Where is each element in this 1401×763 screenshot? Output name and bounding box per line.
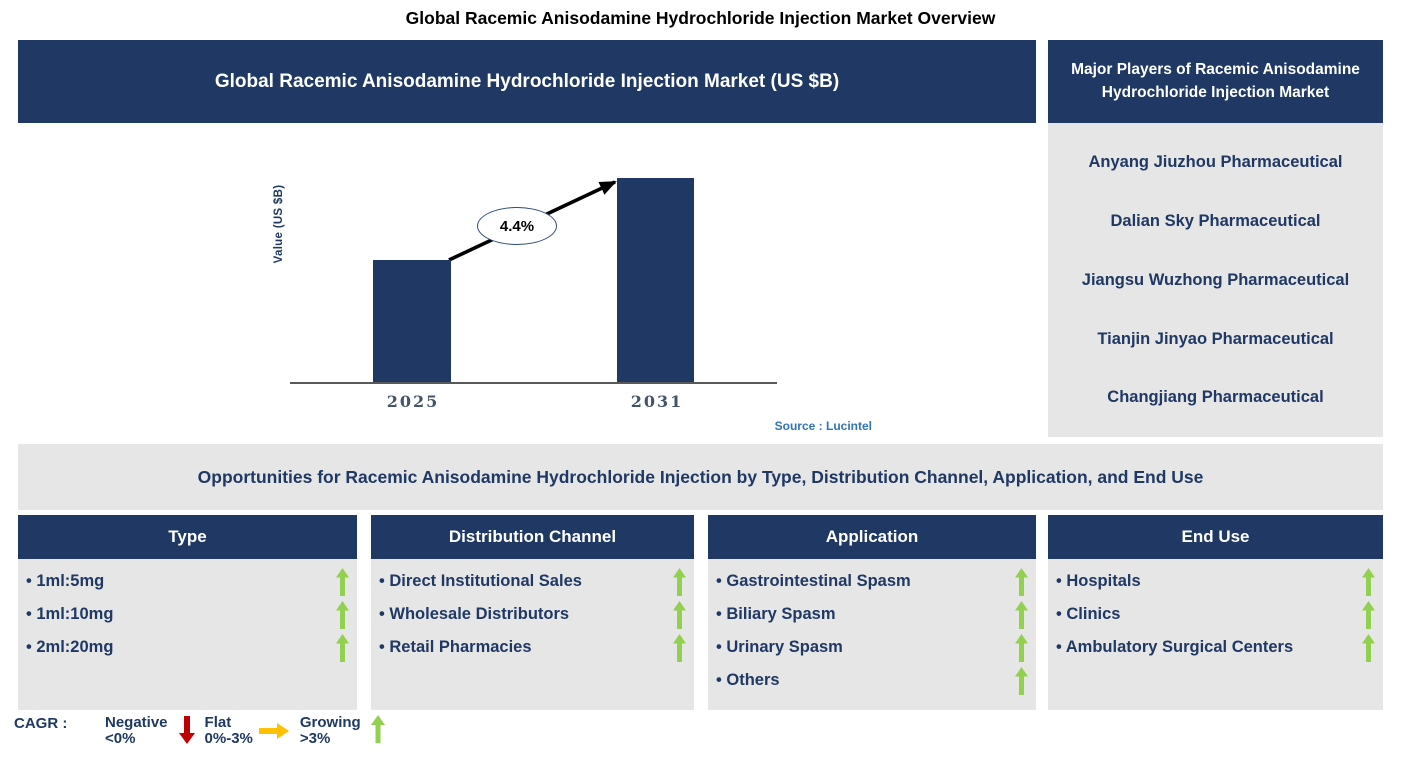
segment-column-application: Application Gastrointestinal Spasm Bilia… bbox=[708, 515, 1036, 710]
up-arrow-icon bbox=[1361, 633, 1375, 662]
legend-item-name: Negative bbox=[105, 714, 168, 731]
segment-column-distribution-channel: Distribution Channel Direct Institutiona… bbox=[371, 515, 694, 710]
list-item: Gastrointestinal Spasm bbox=[716, 565, 1028, 598]
chart-panel-header: Global Racemic Anisodamine Hydrochloride… bbox=[18, 40, 1036, 123]
major-players-title: Major Players of Racemic Anisodamine Hyd… bbox=[1071, 61, 1360, 101]
list-item: Direct Institutional Sales bbox=[379, 565, 686, 598]
segment-header: Distribution Channel bbox=[371, 515, 694, 559]
up-arrow-icon bbox=[1014, 600, 1028, 629]
up-arrow-icon bbox=[1014, 633, 1028, 662]
legend-item-negative: Negative <0% bbox=[105, 713, 195, 749]
list-item: Jiangsu Wuzhong Pharmaceutical bbox=[1081, 270, 1350, 289]
segment-column-end-use: End Use Hospitals Clinics Ambulatory Sur… bbox=[1048, 515, 1383, 710]
list-item: Dalian Sky Pharmaceutical bbox=[1110, 212, 1321, 231]
segment-item-label: Ambulatory Surgical Centers bbox=[1056, 638, 1361, 657]
major-players-list: Anyang Jiuzhou Pharmaceutical Dalian Sky… bbox=[1048, 123, 1383, 437]
segment-item-label: 1ml:5mg bbox=[26, 572, 335, 591]
cagr-value: 4.4% bbox=[499, 217, 535, 235]
up-arrow-icon bbox=[1361, 567, 1375, 596]
list-item: Changjiang Pharmaceutical bbox=[1107, 388, 1324, 407]
chart-panel-title: Global Racemic Anisodamine Hydrochloride… bbox=[214, 70, 840, 92]
segment-body: 1ml:5mg 1ml:10mg 2ml:20mg bbox=[18, 559, 357, 710]
segment-item-label: Retail Pharmacies bbox=[379, 638, 672, 657]
legend-item-growing: Growing >3% bbox=[300, 713, 385, 748]
segment-body: Gastrointestinal Spasm Biliary Spasm Uri… bbox=[708, 559, 1036, 710]
cagr-badge: 4.4% bbox=[477, 207, 557, 245]
up-arrow-icon bbox=[672, 567, 686, 596]
list-item: 2ml:20mg bbox=[26, 631, 349, 664]
list-item: 1ml:10mg bbox=[26, 598, 349, 631]
up-arrow-icon bbox=[335, 600, 349, 629]
up-arrow-icon bbox=[1014, 666, 1028, 695]
segment-item-label: Biliary Spasm bbox=[716, 605, 1014, 624]
right-arrow-icon bbox=[258, 723, 289, 744]
x-axis-line bbox=[290, 382, 777, 384]
page-title: Global Racemic Anisodamine Hydrochloride… bbox=[405, 8, 996, 28]
segment-item-label: Gastrointestinal Spasm bbox=[716, 572, 1014, 591]
list-item: Biliary Spasm bbox=[716, 598, 1028, 631]
bar-2025 bbox=[373, 260, 451, 382]
segment-item-label: Others bbox=[716, 671, 1014, 690]
major-players-header: Major Players of Racemic Anisodamine Hyd… bbox=[1048, 40, 1383, 123]
segment-item-label: Wholesale Distributors bbox=[379, 605, 672, 624]
up-arrow-icon bbox=[672, 633, 686, 662]
segment-header-label: End Use bbox=[1181, 527, 1250, 546]
list-item: 1ml:5mg bbox=[26, 565, 349, 598]
legend-item-range: >3% bbox=[299, 730, 331, 747]
list-item: Wholesale Distributors bbox=[379, 598, 686, 631]
major-players-panel: Major Players of Racemic Anisodamine Hyd… bbox=[1048, 40, 1383, 437]
cagr-trend-arrow bbox=[448, 180, 617, 262]
x-tick-2031: 2031 bbox=[630, 392, 684, 411]
list-item: Urinary Spasm bbox=[716, 631, 1028, 664]
up-arrow-icon bbox=[370, 715, 385, 748]
cagr-legend: CAGR : Negative <0% Flat 0%-3% Growing >… bbox=[14, 713, 385, 749]
list-item: Clinics bbox=[1056, 598, 1375, 631]
segment-header: Application bbox=[708, 515, 1036, 559]
list-item: Tianjin Jinyao Pharmaceutical bbox=[1097, 329, 1334, 348]
opportunities-title: Opportunities for Racemic Anisodamine Hy… bbox=[197, 467, 1204, 487]
up-arrow-icon bbox=[1361, 600, 1375, 629]
cagr-legend-label: CAGR : bbox=[14, 715, 68, 732]
list-item: Retail Pharmacies bbox=[379, 631, 686, 664]
legend-item-range: 0%-3% bbox=[204, 730, 253, 747]
segment-header: Type bbox=[18, 515, 357, 559]
bar-2031 bbox=[617, 178, 694, 382]
up-arrow-icon bbox=[335, 633, 349, 662]
list-item: Others bbox=[716, 664, 1028, 697]
segment-item-label: 2ml:20mg bbox=[26, 638, 335, 657]
segment-header-label: Type bbox=[168, 527, 207, 546]
up-arrow-icon bbox=[335, 567, 349, 596]
legend-item-name: Flat bbox=[204, 714, 232, 731]
segment-body: Direct Institutional Sales Wholesale Dis… bbox=[371, 559, 694, 710]
segment-item-label: Clinics bbox=[1056, 605, 1361, 624]
down-arrow-icon bbox=[178, 716, 195, 749]
legend-item-range: <0% bbox=[105, 730, 136, 747]
segment-item-label: Direct Institutional Sales bbox=[379, 572, 672, 591]
x-tick-2025: 2025 bbox=[386, 392, 440, 411]
bar-chart: Value (US $B) 4.4% 2025 2031 Source : Lu… bbox=[18, 123, 1036, 437]
up-arrow-icon bbox=[1014, 567, 1028, 596]
segment-body: Hospitals Clinics Ambulatory Surgical Ce… bbox=[1048, 559, 1383, 710]
segment-column-type: Type 1ml:5mg 1ml:10mg 2ml:20mg bbox=[18, 515, 357, 710]
source-note: Source : Lucintel bbox=[774, 419, 872, 433]
list-item: Anyang Jiuzhou Pharmaceutical bbox=[1088, 153, 1343, 172]
opportunities-band: Opportunities for Racemic Anisodamine Hy… bbox=[18, 444, 1383, 510]
segment-item-label: Hospitals bbox=[1056, 572, 1361, 591]
up-arrow-icon bbox=[672, 600, 686, 629]
list-item: Ambulatory Surgical Centers bbox=[1056, 631, 1375, 664]
segment-header: End Use bbox=[1048, 515, 1383, 559]
segment-item-label: 1ml:10mg bbox=[26, 605, 335, 624]
segment-item-label: Urinary Spasm bbox=[716, 638, 1014, 657]
list-item: Hospitals bbox=[1056, 565, 1375, 598]
segment-header-label: Application bbox=[825, 527, 919, 546]
legend-item-name: Growing bbox=[299, 714, 361, 731]
legend-item-flat: Flat 0%-3% bbox=[205, 713, 289, 747]
segment-header-label: Distribution Channel bbox=[448, 527, 617, 546]
